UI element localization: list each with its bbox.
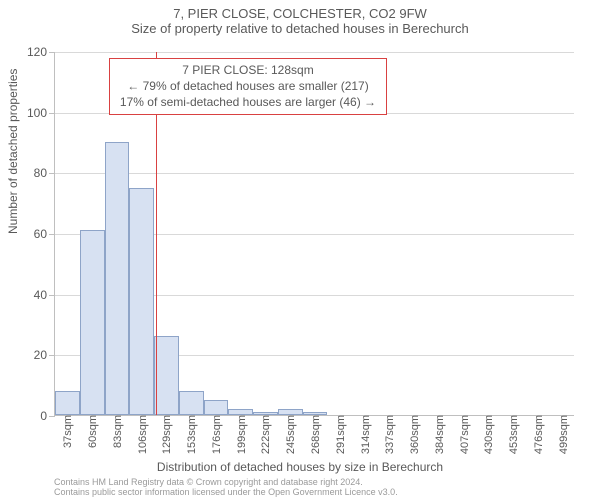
histogram-bar — [105, 142, 130, 415]
annotation-line: ← 79% of detached houses are smaller (21… — [118, 78, 378, 94]
histogram-bar — [204, 400, 229, 415]
tick-y-label: 80 — [34, 166, 55, 180]
tick-x-label: 291sqm — [333, 415, 347, 454]
tick-x-label: 360sqm — [407, 415, 421, 454]
page-address: 7, PIER CLOSE, COLCHESTER, CO2 9FW — [0, 6, 600, 21]
tick-y-label: 120 — [27, 45, 55, 59]
tick-x-label: 106sqm — [135, 415, 149, 454]
annotation-line: 17% of semi-detached houses are larger (… — [118, 94, 378, 110]
tick-x-label: 60sqm — [85, 415, 99, 448]
credit-text: Contains HM Land Registry data © Crown c… — [54, 478, 398, 498]
tick-x-label: 407sqm — [457, 415, 471, 454]
tick-x-label: 268sqm — [308, 415, 322, 454]
tick-y-label: 60 — [34, 227, 55, 241]
tick-x-label: 153sqm — [184, 415, 198, 454]
tick-x-label: 384sqm — [432, 415, 446, 454]
tick-x-label: 129sqm — [159, 415, 173, 454]
tick-y-label: 100 — [27, 106, 55, 120]
tick-x-label: 176sqm — [209, 415, 223, 454]
gridline-h — [55, 52, 574, 53]
histogram-plot: 02040608010012037sqm60sqm83sqm106sqm129s… — [54, 52, 574, 416]
histogram-bar — [80, 230, 105, 415]
annotation-box: 7 PIER CLOSE: 128sqm← 79% of detached ho… — [109, 58, 387, 115]
tick-x-label: 337sqm — [382, 415, 396, 454]
histogram-bar — [154, 336, 179, 415]
y-axis-label: Number of detached properties — [6, 69, 20, 234]
x-axis-label: Distribution of detached houses by size … — [0, 460, 600, 474]
tick-y-label: 40 — [34, 288, 55, 302]
histogram-bar — [179, 391, 204, 415]
histogram-bar — [55, 391, 80, 415]
annotation-line: 7 PIER CLOSE: 128sqm — [118, 62, 378, 78]
tick-x-label: 314sqm — [358, 415, 372, 454]
tick-x-label: 245sqm — [283, 415, 297, 454]
credit-line-2: Contains public sector information licen… — [54, 488, 398, 498]
tick-x-label: 453sqm — [506, 415, 520, 454]
gridline-h — [55, 173, 574, 174]
page-subtitle: Size of property relative to detached ho… — [0, 21, 600, 36]
tick-x-label: 476sqm — [531, 415, 545, 454]
tick-y-label: 20 — [34, 348, 55, 362]
tick-x-label: 222sqm — [258, 415, 272, 454]
tick-x-label: 37sqm — [60, 415, 74, 448]
histogram-bar — [129, 188, 154, 416]
tick-x-label: 199sqm — [234, 415, 248, 454]
tick-y-label: 0 — [40, 409, 55, 423]
tick-x-label: 430sqm — [481, 415, 495, 454]
tick-x-label: 499sqm — [556, 415, 570, 454]
tick-x-label: 83sqm — [110, 415, 124, 448]
